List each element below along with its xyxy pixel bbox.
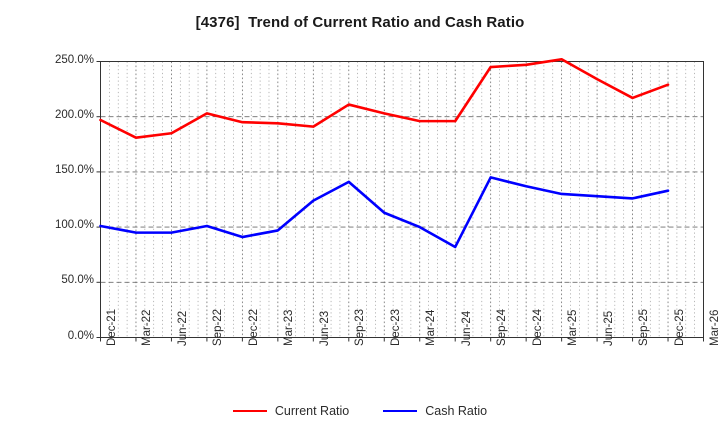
- series-line-cash-ratio: [99, 176, 670, 249]
- chart-title: [4376] Trend of Current Ratio and Cash R…: [195, 14, 525, 31]
- x-axis-tick-label: Jun-24: [460, 310, 473, 346]
- y-axis-tick-label: 50.0%: [61, 274, 94, 287]
- minor-gridlines: [109, 61, 695, 338]
- x-axis-ticks: [96, 61, 704, 342]
- x-axis-tick-label: Mar-23: [283, 309, 296, 346]
- x-axis-tick-label: Jun-22: [176, 310, 189, 346]
- y-axis: 0.0% 50.0% 100.0% 150.0% 200.0% 250.0%: [24, 0, 94, 440]
- y-axis-tick-label: 200.0%: [54, 108, 94, 121]
- legend-label: Current Ratio: [274, 404, 350, 418]
- legend-line-swatch-icon: [383, 410, 418, 412]
- x-axis-tick-label: Dec-22: [247, 308, 260, 346]
- chart-legend: Current Ratio Cash Ratio: [0, 404, 720, 418]
- x-axis-tick-label: Mar-22: [141, 309, 154, 346]
- legend-item-cash-ratio[interactable]: Cash Ratio: [383, 404, 487, 418]
- legend-item-current-ratio[interactable]: Current Ratio: [232, 404, 350, 418]
- x-axis-tick-label: Mar-26: [709, 309, 720, 346]
- x-axis-tick-label: Dec-24: [531, 308, 544, 346]
- y-axis-tick-label: 0.0%: [67, 329, 94, 342]
- x-axis-tick-label: Sep-23: [354, 308, 367, 346]
- legend-label: Cash Ratio: [425, 404, 488, 418]
- x-axis-tick-label: Jun-25: [602, 310, 615, 346]
- legend-line-swatch-icon: [232, 410, 267, 412]
- series-line-current-ratio: [99, 57, 670, 139]
- x-axis-tick-label: Dec-21: [106, 308, 118, 346]
- x-axis-tick-label: Sep-22: [212, 308, 225, 346]
- y-axis-tick-label: 150.0%: [54, 163, 94, 176]
- x-axis-tick-label: Jun-23: [318, 310, 331, 346]
- plot-frame: [100, 61, 704, 338]
- x-axis-tick-label: Dec-25: [673, 308, 686, 346]
- y-axis-tick-label: 100.0%: [54, 219, 94, 232]
- x-axis-tick-label: Sep-24: [496, 308, 509, 346]
- data-series-group: [99, 57, 670, 249]
- x-axis-tick-label: Dec-23: [389, 308, 402, 346]
- x-axis-tick-label: Mar-24: [425, 309, 438, 346]
- y-axis-tick-label: 250.0%: [54, 53, 94, 66]
- x-axis-tick-label: Sep-25: [638, 308, 651, 346]
- x-axis-tick-label: Mar-25: [567, 309, 580, 346]
